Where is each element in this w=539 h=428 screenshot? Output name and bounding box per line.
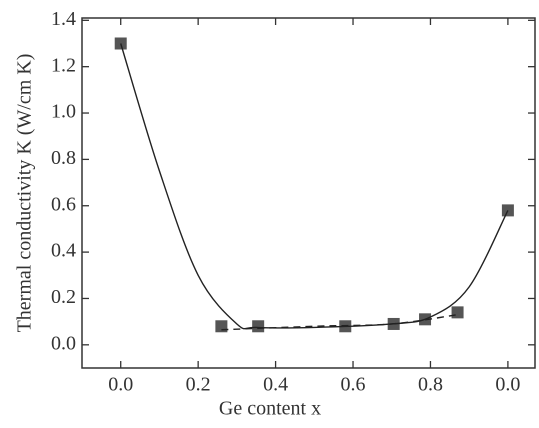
x-tick-label: 0.0	[495, 374, 520, 396]
x-tick-label: 0.0	[108, 374, 133, 396]
y-tick-label: 1.4	[51, 8, 76, 30]
y-tick-label: 0.0	[51, 332, 76, 354]
y-tick-label: 0.8	[51, 147, 76, 169]
y-axis-label: Thermal conductivity K (W/cm K)	[14, 54, 36, 333]
dashed-curve	[221, 313, 458, 331]
y-tick-label: 0.6	[51, 193, 76, 215]
x-tick-label: 0.6	[341, 374, 366, 396]
data-point	[451, 306, 464, 319]
plot-frame	[81, 17, 536, 369]
x-axis-label: Ge content x	[219, 398, 321, 420]
y-tick-label: 1.0	[51, 101, 76, 123]
data-point	[215, 320, 228, 333]
x-tick-label: 0.4	[263, 374, 288, 396]
x-tick-label: 0.2	[186, 374, 211, 396]
data-point	[252, 320, 265, 333]
data-point	[501, 204, 514, 217]
y-tick-label: 0.4	[51, 240, 76, 262]
y-tick-label: 0.2	[51, 286, 76, 308]
fit-curve	[120, 43, 509, 330]
x-tick-label: 0.8	[418, 374, 443, 396]
y-tick-label: 1.2	[51, 54, 76, 76]
